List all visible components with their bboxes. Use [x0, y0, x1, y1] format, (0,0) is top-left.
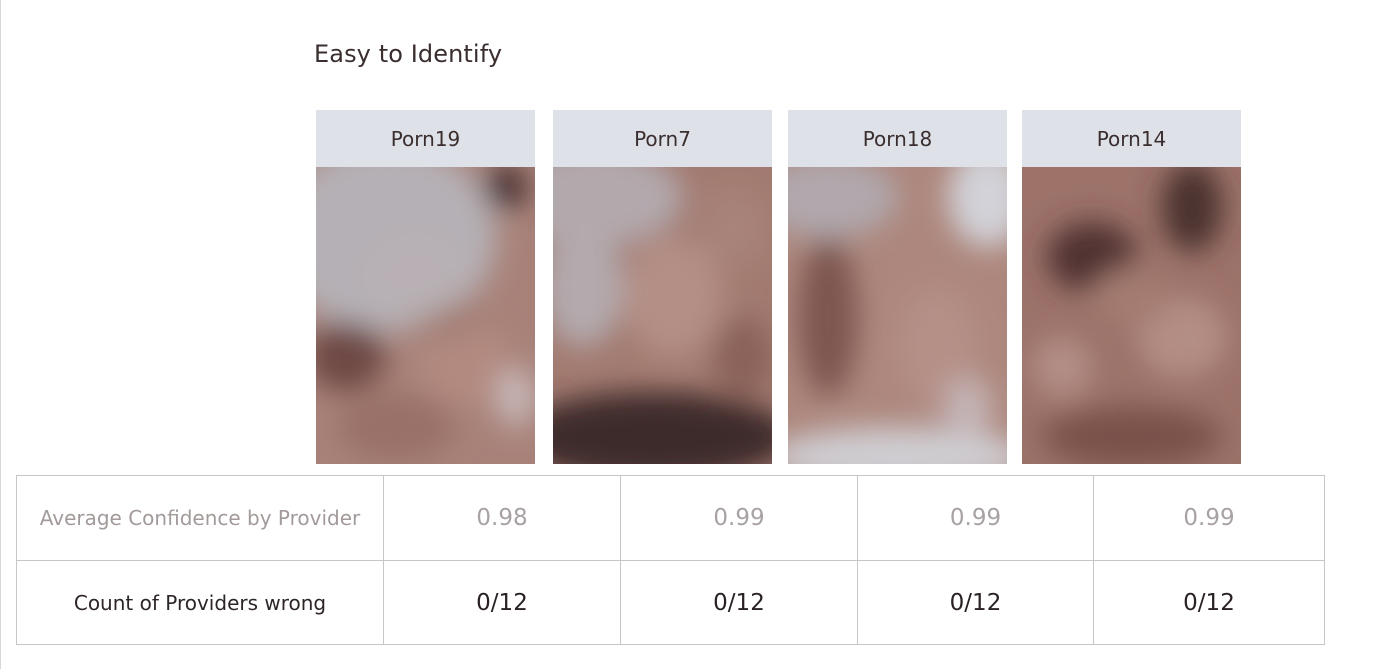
blurred-image — [316, 167, 535, 464]
results-table: Average Confidence by Provider 0.98 0.99… — [16, 475, 1325, 645]
table-cell: 0/12 — [620, 560, 858, 645]
blurred-image — [1022, 167, 1241, 464]
card-label: Porn19 — [316, 110, 535, 167]
row-label-count: Count of Providers wrong — [16, 560, 384, 645]
card-label: Porn7 — [553, 110, 772, 167]
page-left-border — [0, 0, 1, 669]
card-label: Porn18 — [788, 110, 1007, 167]
section-title: Easy to Identify — [314, 40, 503, 68]
table-cell: 0/12 — [1093, 560, 1325, 645]
table-row: Count of Providers wrong 0/12 0/12 0/12 … — [16, 560, 1325, 645]
blurred-image — [553, 167, 772, 464]
row-label-confidence: Average Confidence by Provider — [16, 475, 384, 561]
image-card-2: Porn7 — [553, 110, 772, 464]
image-card-3: Porn18 — [788, 110, 1007, 464]
image-card-4: Porn14 — [1022, 110, 1241, 464]
table-cell: 0.99 — [1093, 475, 1325, 561]
table-cell: 0.98 — [383, 475, 621, 561]
blurred-image — [788, 167, 1007, 464]
table-cell: 0.99 — [857, 475, 1094, 561]
table-cell: 0/12 — [383, 560, 621, 645]
table-row: Average Confidence by Provider 0.98 0.99… — [16, 475, 1325, 561]
image-card-1: Porn19 — [316, 110, 535, 464]
table-cell: 0.99 — [620, 475, 858, 561]
card-label: Porn14 — [1022, 110, 1241, 167]
table-cell: 0/12 — [857, 560, 1094, 645]
